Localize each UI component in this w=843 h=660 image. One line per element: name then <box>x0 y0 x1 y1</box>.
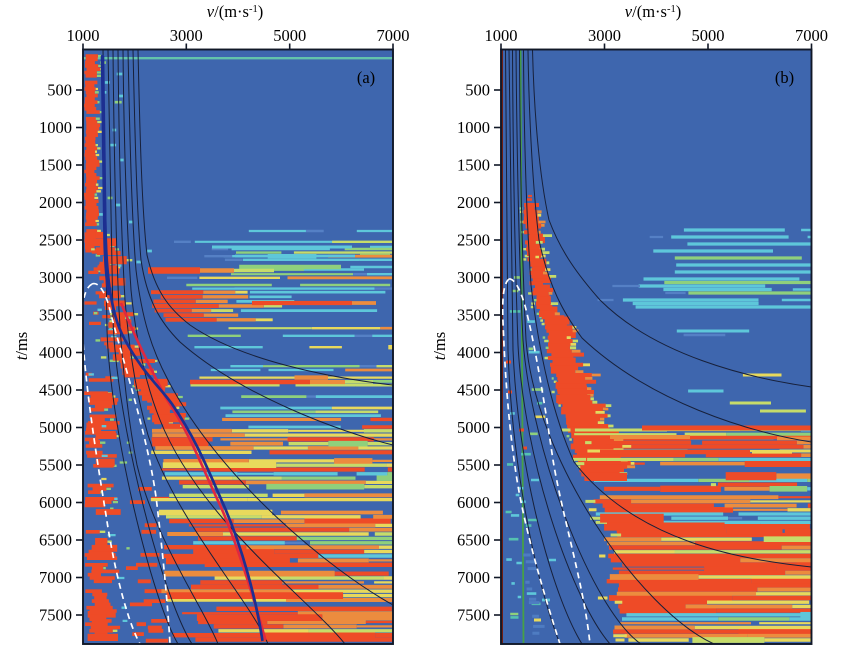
svg-text:5000: 5000 <box>273 26 306 45</box>
svg-text:6000: 6000 <box>39 493 72 512</box>
svg-text:1500: 1500 <box>457 156 490 175</box>
svg-text:2500: 2500 <box>39 231 72 250</box>
svg-text:6500: 6500 <box>39 531 72 550</box>
svg-text:5500: 5500 <box>457 456 490 475</box>
svg-text:7000: 7000 <box>795 26 828 45</box>
svg-text:500: 500 <box>47 81 72 100</box>
svg-text:3500: 3500 <box>457 306 490 325</box>
svg-text:t/ms: t/ms <box>12 332 31 360</box>
svg-text:t/ms: t/ms <box>430 332 449 360</box>
svg-text:1500: 1500 <box>39 156 72 175</box>
svg-text:3000: 3000 <box>170 26 203 45</box>
svg-text:7000: 7000 <box>377 26 410 45</box>
svg-text:7500: 7500 <box>39 606 72 625</box>
svg-text:3000: 3000 <box>39 268 72 287</box>
svg-text:4000: 4000 <box>457 343 490 362</box>
svg-text:5500: 5500 <box>39 456 72 475</box>
svg-text:1000: 1000 <box>67 26 100 45</box>
svg-text:4500: 4500 <box>457 381 490 400</box>
svg-text:3000: 3000 <box>588 26 621 45</box>
svg-text:5000: 5000 <box>39 418 72 437</box>
svg-text:1000: 1000 <box>39 118 72 137</box>
svg-text:2500: 2500 <box>457 231 490 250</box>
svg-text:2000: 2000 <box>39 193 72 212</box>
svg-text:3000: 3000 <box>457 268 490 287</box>
svg-text:6000: 6000 <box>457 493 490 512</box>
svg-text:500: 500 <box>465 81 490 100</box>
svg-text:6500: 6500 <box>457 531 490 550</box>
svg-text:7000: 7000 <box>457 568 490 587</box>
svg-text:2000: 2000 <box>457 193 490 212</box>
svg-text:5000: 5000 <box>457 418 490 437</box>
svg-text:7500: 7500 <box>457 606 490 625</box>
svg-text:4500: 4500 <box>39 381 72 400</box>
svg-text:3500: 3500 <box>39 306 72 325</box>
svg-text:4000: 4000 <box>39 343 72 362</box>
svg-text:1000: 1000 <box>485 26 518 45</box>
svg-text:(b): (b) <box>775 68 794 87</box>
svg-text:5000: 5000 <box>692 26 725 45</box>
svg-text:7000: 7000 <box>39 568 72 587</box>
svg-text:(a): (a) <box>357 68 375 87</box>
svg-text:1000: 1000 <box>457 118 490 137</box>
